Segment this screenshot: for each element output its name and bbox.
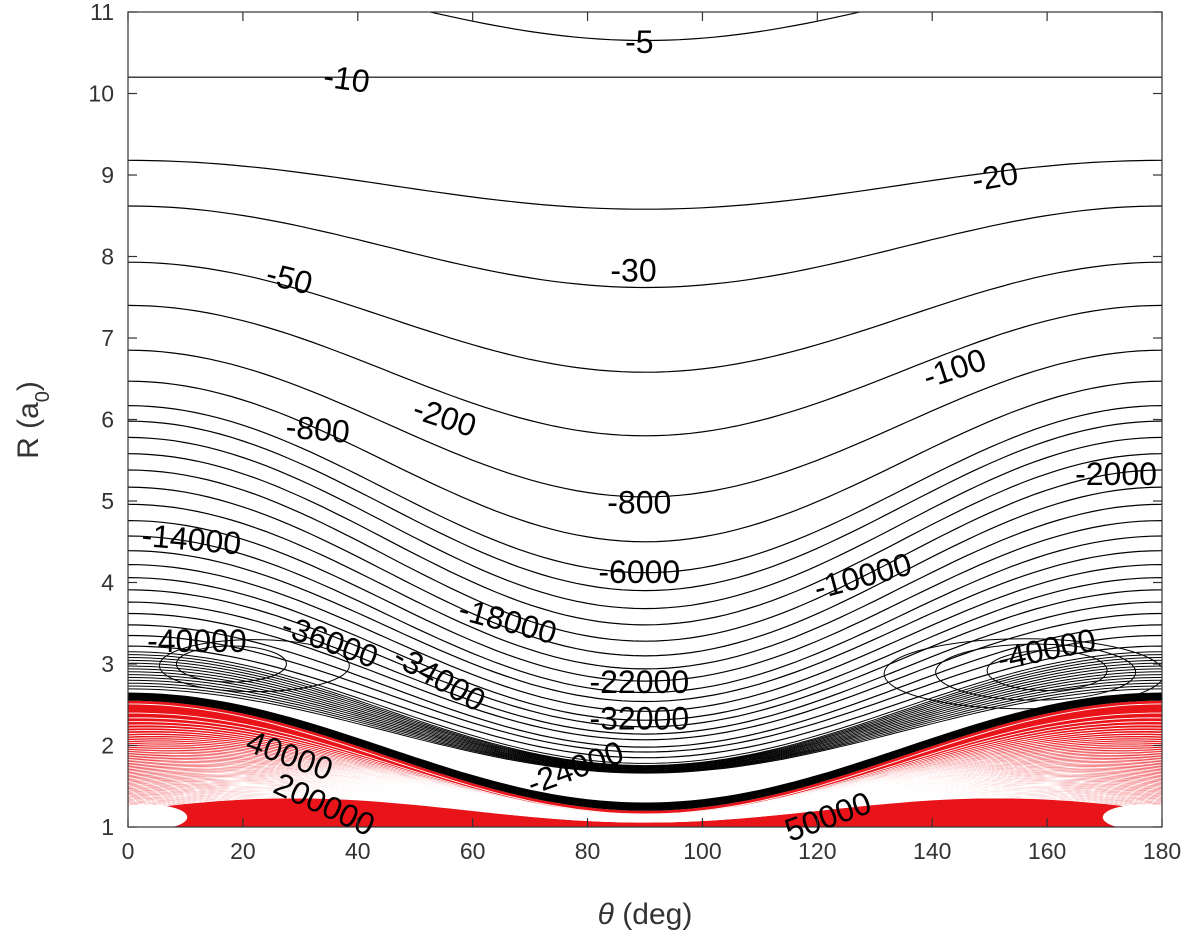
- contour-label: -6000: [598, 554, 680, 590]
- negative-contour-line: [128, 261, 1162, 373]
- contour-label: -40000: [147, 623, 247, 659]
- negative-contour-line: [128, 601, 1162, 735]
- y-axis: 1 2 3 4 5 6 7 8 9 10 11: [88, 0, 1162, 840]
- y-tick-label: 9: [101, 162, 114, 188]
- x-tick-label: 60: [460, 838, 486, 864]
- contour-label: -50: [263, 255, 317, 301]
- contour-label: -30: [610, 252, 656, 288]
- negative-contour-line: [128, 645, 1162, 759]
- positive-contours: [128, 700, 1162, 827]
- x-axis-title: θ (deg): [598, 898, 693, 931]
- negative-contour-line: [128, 205, 1162, 289]
- contour-label: -22000: [589, 664, 689, 700]
- negative-contour-line: [128, 665, 1162, 769]
- negative-contour-line: [128, 589, 1162, 728]
- negative-contour-line: [128, 682, 1162, 773]
- positive-contour-line: [128, 797, 1162, 823]
- x-tick-label: 100: [683, 838, 721, 864]
- negative-contour-line: [427, 12, 863, 42]
- y-tick-label: 4: [101, 570, 114, 596]
- negative-contour-line: [128, 657, 1162, 767]
- x-tick-label: 20: [230, 838, 256, 864]
- contour-label: -200: [409, 390, 481, 444]
- negative-contour-line: [128, 453, 1162, 626]
- x-axis-title-symbol: θ: [598, 898, 615, 931]
- x-tick-label: 80: [575, 838, 601, 864]
- y-axis-title-main: R (a: [12, 402, 45, 459]
- contour-label: -2000: [1075, 456, 1157, 492]
- negative-contour-line: [128, 405, 1162, 574]
- contour-label: -14000: [140, 517, 242, 562]
- negative-contour-line: [128, 674, 1162, 771]
- negative-contour-line: [128, 159, 1162, 210]
- x-tick-label: 140: [913, 838, 951, 864]
- x-tick-label: 0: [122, 838, 135, 864]
- negative-contour-line: [128, 651, 1162, 764]
- negative-contour-line: [128, 436, 1162, 610]
- y-tick-label: 6: [101, 407, 114, 433]
- negative-contour-line: [128, 679, 1162, 772]
- contour-label: -100: [918, 341, 990, 395]
- contour-label: -20: [969, 155, 1021, 198]
- negative-well-contour: [175, 645, 287, 683]
- negative-contour-line: [128, 624, 1162, 748]
- negative-contour-line: [128, 564, 1162, 712]
- negative-contour-line: [128, 520, 1162, 682]
- y-tick-label: 5: [101, 488, 114, 514]
- negative-contour-line: [128, 688, 1162, 774]
- plot-area: [128, 12, 1162, 827]
- y-axis-title: R (a0): [12, 381, 54, 459]
- y-axis-title-subscript: 0: [32, 391, 54, 402]
- negative-contour-line: [128, 671, 1162, 770]
- contour-label: -10: [321, 58, 372, 100]
- positive-contour-line: [128, 703, 1162, 815]
- contour-label: -800: [284, 408, 351, 449]
- positive-max-region-left: [128, 804, 188, 827]
- negative-contours: [128, 12, 1162, 811]
- y-tick-label: 8: [101, 244, 114, 270]
- x-axis: 0 20 40 60 80 100 120 140 160 180: [122, 12, 1181, 864]
- contour-label: -10000: [810, 546, 916, 607]
- negative-contour-line: [128, 420, 1162, 592]
- negative-contour-line: [128, 486, 1162, 657]
- contour-label: -800: [607, 485, 671, 521]
- negative-contour-line: [128, 668, 1162, 770]
- y-tick-label: 11: [90, 0, 114, 25]
- negative-contour-line: [128, 676, 1162, 772]
- dense-contour-band: [128, 692, 1162, 811]
- negative-contour-line: [128, 577, 1162, 721]
- negative-contour-line: [128, 304, 1162, 437]
- x-axis-title-unit: (deg): [614, 898, 692, 931]
- contour-label: -24000: [522, 734, 628, 802]
- x-tick-label: 120: [798, 838, 836, 864]
- negative-contour-line: [128, 535, 1162, 694]
- positive-max-region-right: [1102, 804, 1162, 827]
- negative-contour-line: [128, 550, 1162, 703]
- y-tick-label: 10: [88, 81, 114, 107]
- negative-contour-line: [128, 612, 1162, 741]
- contour-label: -5: [625, 24, 653, 60]
- negative-contour-line: [128, 654, 1162, 767]
- x-tick-label: 160: [1028, 838, 1066, 864]
- y-tick-label: 2: [101, 733, 114, 759]
- x-tick-label: 40: [345, 838, 371, 864]
- y-axis-title-close: ): [12, 381, 45, 391]
- negative-contour-line: [128, 469, 1162, 642]
- negative-well-contour: [986, 650, 1108, 692]
- negative-contour-line: [128, 349, 1162, 498]
- contour-label: -32000: [589, 701, 689, 737]
- negative-contour-line: [128, 659, 1162, 768]
- negative-well-contour: [935, 643, 1137, 701]
- negative-contour-line: [128, 380, 1162, 543]
- y-tick-label: 7: [101, 325, 114, 351]
- negative-contour-line: [128, 662, 1162, 768]
- negative-contour-line: [128, 503, 1162, 670]
- x-tick-label: 180: [1143, 838, 1181, 864]
- negative-well-contour: [883, 638, 1162, 710]
- negative-well-contour: [158, 639, 350, 693]
- y-tick-label: 1: [101, 814, 114, 840]
- y-tick-label: 3: [101, 651, 114, 677]
